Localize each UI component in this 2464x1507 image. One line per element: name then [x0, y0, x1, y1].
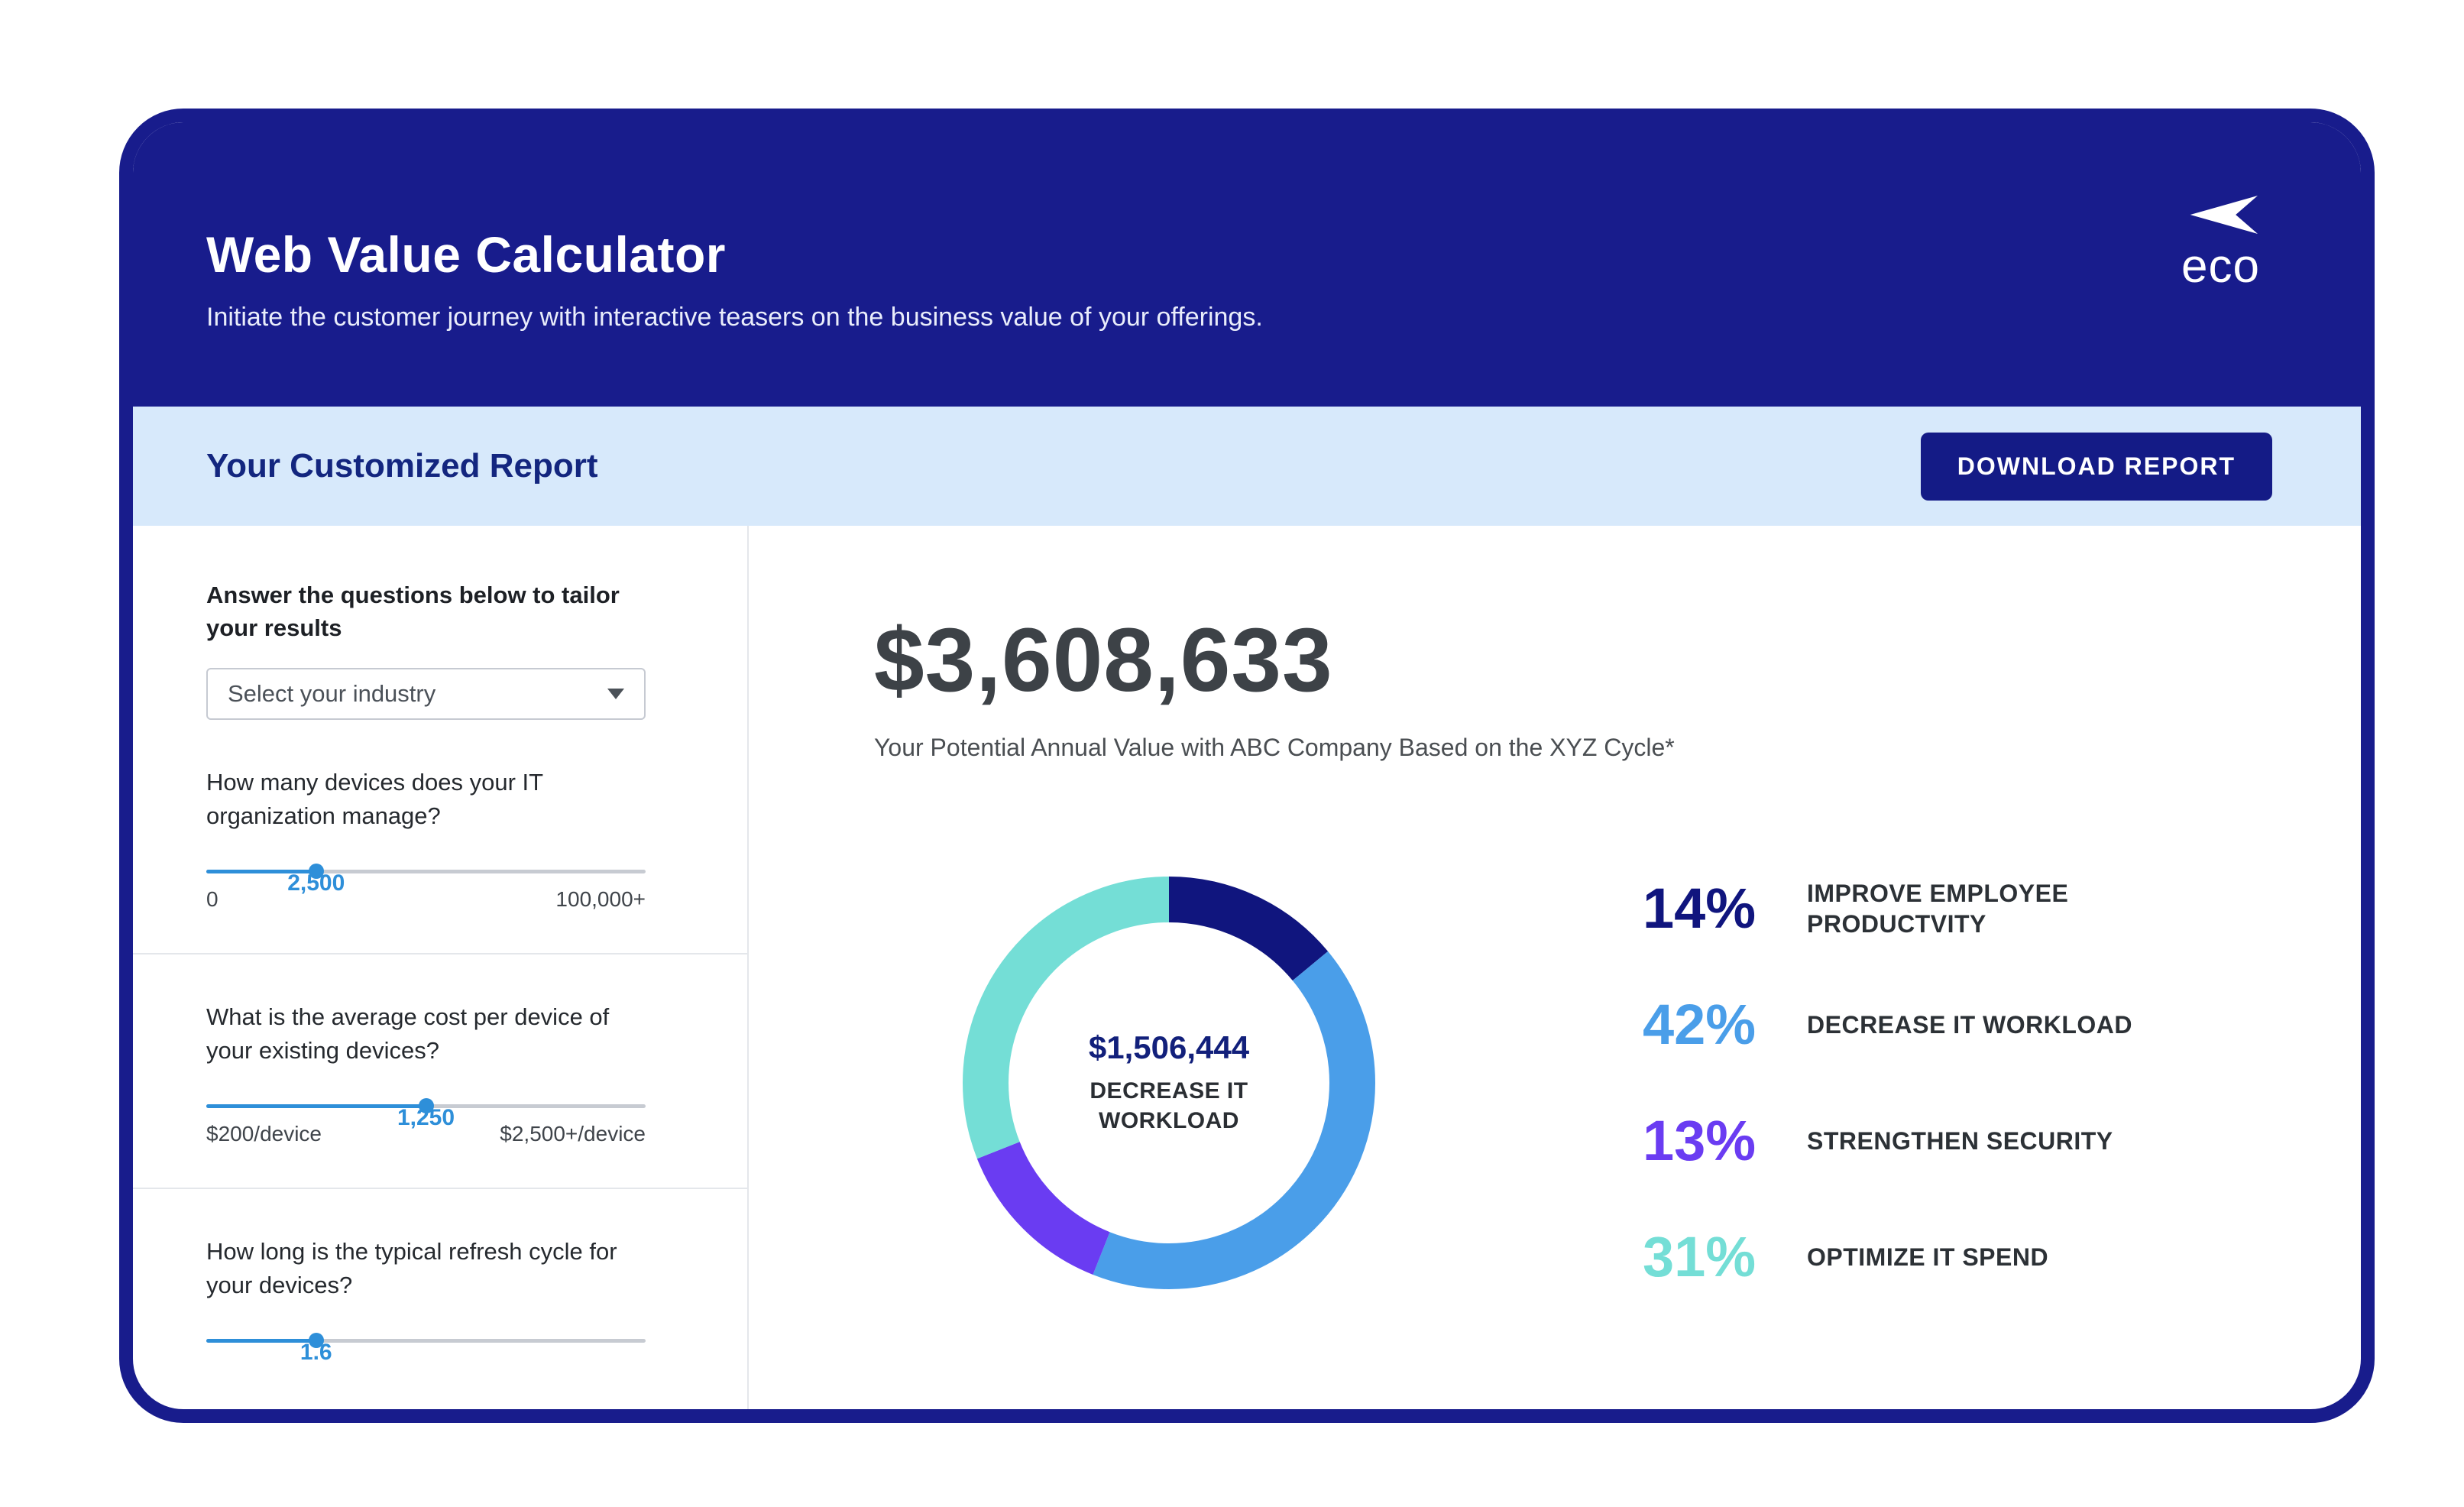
sidebar-intro-text: Answer the questions below to tailor you…: [206, 582, 620, 641]
devices-slider-handle[interactable]: [308, 864, 324, 880]
devices-slider: 2,500 0 100,000+: [206, 864, 646, 912]
donut-chart: $1,506,444 DECREASE IT WORKLOAD: [955, 869, 1383, 1297]
app-subtitle: Initiate the customer journey with inter…: [206, 303, 1263, 332]
download-report-button[interactable]: DOWNLOAD REPORT: [1920, 432, 2272, 501]
slider-max-label: 100,000+: [555, 886, 646, 911]
legend-label: IMPROVE EMPLOYEE PRODUCTVITY: [1807, 879, 2069, 938]
donut-svg: [963, 876, 1375, 1289]
total-annual-value: $3,608,633: [874, 610, 1333, 711]
question-devices: How many devices does your IT organizati…: [206, 768, 543, 829]
refresh-slider: 1.6: [206, 1333, 646, 1365]
slider-fill: [206, 869, 316, 873]
donut-center: $1,506,444 DECREASE IT WORKLOAD: [955, 869, 1383, 1297]
cost-slider-handle[interactable]: [418, 1098, 434, 1114]
report-title: Your Customized Report: [206, 447, 598, 485]
legend-row: 31% OPTIMIZE IT SPEND: [1643, 1224, 2143, 1290]
slider-fill: [206, 1104, 426, 1108]
legend-label: STRENGTHEN SECURITY: [1807, 1126, 2113, 1155]
industry-select-value: Select your industry: [228, 679, 436, 707]
slider-min-label: 0: [206, 886, 219, 911]
eco-logo-icon: [2184, 193, 2258, 237]
chevron-down-icon: [607, 688, 624, 699]
app-header: Web Value Calculator Initiate the custom…: [133, 122, 2361, 407]
main-area: Answer the questions below to tailor you…: [133, 526, 2361, 1409]
cost-slider: 1,250 $200/device $2,500+/device: [206, 1098, 646, 1146]
legend-percent: 13%: [1643, 1108, 1757, 1172]
legend-row: 42% DECREASE IT WORKLOAD: [1643, 992, 2143, 1058]
devices-slider-track[interactable]: [206, 864, 646, 880]
slider-fill: [206, 1338, 316, 1343]
question-cost-per-device: What is the average cost per device of y…: [206, 1003, 610, 1064]
refresh-slider-handle[interactable]: [308, 1333, 324, 1349]
legend-row: 13% STRENGTHEN SECURITY: [1643, 1108, 2143, 1174]
donut-center-value: $1,506,444: [1088, 1029, 1250, 1065]
results-panel: $3,608,633 Your Potential Annual Value w…: [749, 526, 2361, 1409]
legend-percent: 14%: [1643, 876, 1757, 940]
divider: [133, 952, 749, 954]
report-bar: Your Customized Report DOWNLOAD REPORT: [133, 407, 2361, 526]
eco-logo-text: eco: [2181, 240, 2260, 293]
donut-center-label: DECREASE IT WORKLOAD: [1090, 1078, 1248, 1133]
refresh-slider-track[interactable]: [206, 1333, 646, 1349]
slider-max-label: $2,500+/device: [500, 1121, 646, 1146]
legend-percent: 31%: [1643, 1224, 1757, 1288]
legend-row: 14% IMPROVE EMPLOYEE PRODUCTVITY: [1643, 876, 2143, 941]
slider-min-label: $200/device: [206, 1121, 322, 1146]
legend-label: OPTIMIZE IT SPEND: [1807, 1243, 2049, 1271]
total-value-caption: Your Potential Annual Value with ABC Com…: [874, 733, 1675, 761]
chart-legend: 14% IMPROVE EMPLOYEE PRODUCTVITY 42% DEC…: [1643, 876, 2143, 1290]
cost-slider-track[interactable]: [206, 1098, 646, 1114]
divider: [133, 1187, 749, 1189]
app-title: Web Value Calculator: [206, 226, 726, 283]
question-refresh-cycle: How long is the typical refresh cycle fo…: [206, 1237, 617, 1298]
industry-select[interactable]: Select your industry: [206, 667, 646, 720]
legend-label: DECREASE IT WORKLOAD: [1807, 1010, 2132, 1039]
legend-percent: 42%: [1643, 992, 1757, 1056]
eco-logo: eco: [2181, 193, 2260, 290]
calculator-card: Web Value Calculator Initiate the custom…: [119, 109, 2375, 1423]
questions-sidebar: Answer the questions below to tailor you…: [133, 526, 749, 1409]
